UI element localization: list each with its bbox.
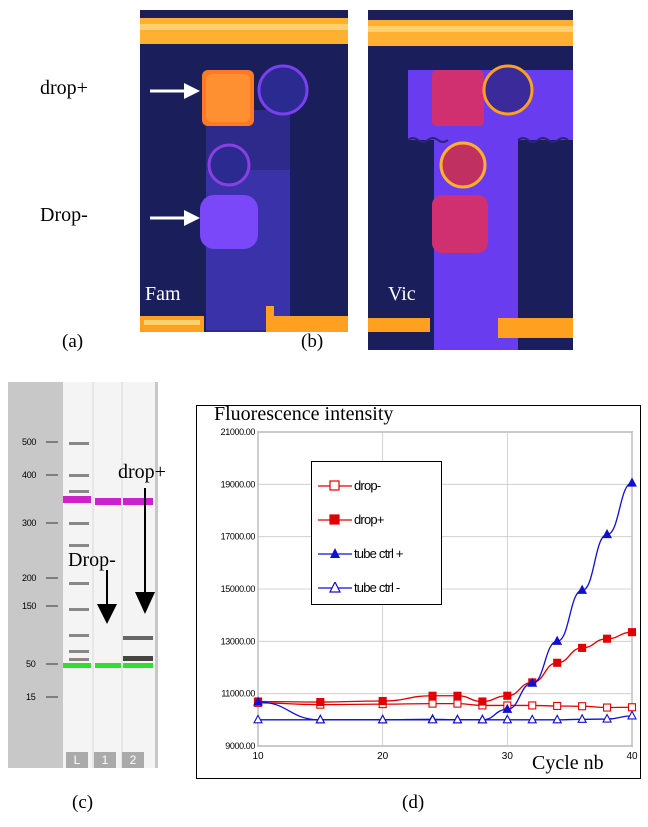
legend-item: tube ctrl - <box>312 578 441 598</box>
lane-label-1: 1 <box>94 752 116 768</box>
y-tick-label: 9000.00 <box>225 741 255 751</box>
legend-label: drop- <box>354 478 381 493</box>
x-tick-label: 10 <box>252 751 264 762</box>
data-point <box>253 714 263 724</box>
lane-label-l: L <box>66 752 88 768</box>
arrow-down-icon <box>135 488 155 614</box>
panel-label-a: (a) <box>62 331 84 352</box>
arrow-right-icon <box>150 83 200 99</box>
data-point <box>552 714 563 724</box>
gel-annotation-drop-plus: drop+ <box>118 461 166 483</box>
lane-label-text: L <box>73 753 81 767</box>
y-tick-label: 19000.00 <box>221 479 256 489</box>
data-point <box>453 699 462 708</box>
data-point <box>627 703 637 712</box>
fluorescence-image-vic <box>368 10 573 350</box>
legend-item: tube ctrl + <box>312 544 441 564</box>
data-point <box>627 710 637 720</box>
ladder-size-label: 50 <box>26 659 36 669</box>
arrow-down-icon <box>97 570 117 624</box>
x-tick-label: 40 <box>626 751 638 762</box>
annotation-drop-plus: drop+ <box>40 77 88 99</box>
legend-item: drop+ <box>312 510 441 530</box>
y-tick-label: 17000.00 <box>221 532 256 542</box>
data-point <box>627 477 637 487</box>
data-point <box>478 697 487 706</box>
ladder-size-label: 200 <box>22 573 37 583</box>
data-point <box>528 701 537 710</box>
data-point <box>502 703 513 713</box>
y-tick-label: 21000.00 <box>221 427 256 437</box>
data-point <box>503 691 512 700</box>
fluorescence-image-fam <box>140 10 348 332</box>
legend-item: drop- <box>312 476 441 496</box>
panel-label-b: (b) <box>301 331 324 352</box>
data-point <box>477 714 488 724</box>
y-tick-label: 15000.00 <box>221 584 256 594</box>
legend-label: tube ctrl - <box>354 580 400 595</box>
data-point <box>378 696 387 706</box>
data-point <box>627 628 637 637</box>
data-point <box>527 714 538 724</box>
data-point <box>603 703 612 712</box>
data-point <box>427 714 438 724</box>
series-line-0 <box>257 702 633 709</box>
data-point <box>552 635 563 645</box>
data-point <box>603 634 612 643</box>
data-point <box>453 691 462 700</box>
panel-label-d: (d) <box>402 792 425 813</box>
ladder-ticks <box>46 441 58 698</box>
dye-label-fam: Fam <box>145 283 181 305</box>
ladder-size-label: 500 <box>22 437 37 447</box>
data-point <box>602 713 612 723</box>
series-line-3 <box>258 715 633 721</box>
y-tick-label: 13000.00 <box>221 636 256 646</box>
ladder-size-label: 15 <box>26 692 36 702</box>
x-tick-label: 30 <box>502 751 514 762</box>
data-point <box>253 696 263 706</box>
legend-label: drop+ <box>354 512 384 527</box>
data-point <box>553 701 562 711</box>
ladder-size-label: 150 <box>22 601 37 611</box>
ladder-size-label: 300 <box>22 518 37 528</box>
data-point <box>377 714 388 724</box>
data-point <box>316 697 325 707</box>
chart-title: Fluorescence intensity <box>214 403 394 425</box>
data-point <box>452 714 463 724</box>
gel-annotation-drop-minus: Drop- <box>68 549 116 571</box>
data-point <box>428 699 437 708</box>
arrow-right-icon <box>150 210 200 226</box>
data-point <box>602 528 612 539</box>
series-line-1 <box>257 631 633 703</box>
panel-label-c: (c) <box>72 792 94 813</box>
lane-label-2: 2 <box>122 752 144 768</box>
data-point <box>577 713 588 723</box>
ladder-size-label: 400 <box>22 470 37 480</box>
legend-label: tube ctrl + <box>354 546 403 561</box>
data-point <box>577 584 588 594</box>
lane-label-text: 2 <box>129 753 137 767</box>
lane-label-text: 1 <box>101 753 109 767</box>
y-tick-label: 11000.00 <box>221 689 255 699</box>
data-point <box>315 714 326 724</box>
x-tick-label: 20 <box>377 751 389 762</box>
data-point <box>553 658 562 667</box>
data-point <box>502 714 513 724</box>
chart-x-axis-label: Cycle nb <box>532 752 604 774</box>
data-point <box>527 677 538 687</box>
data-point <box>428 691 437 700</box>
data-point <box>578 702 587 711</box>
annotation-drop-minus: Drop- <box>40 204 88 226</box>
dye-label-vic: Vic <box>388 283 416 305</box>
data-point <box>578 643 587 652</box>
chart-legend: drop- drop+ tube ctrl + tube ctrl - <box>311 461 442 605</box>
gel-ladder-overlay <box>63 382 92 768</box>
